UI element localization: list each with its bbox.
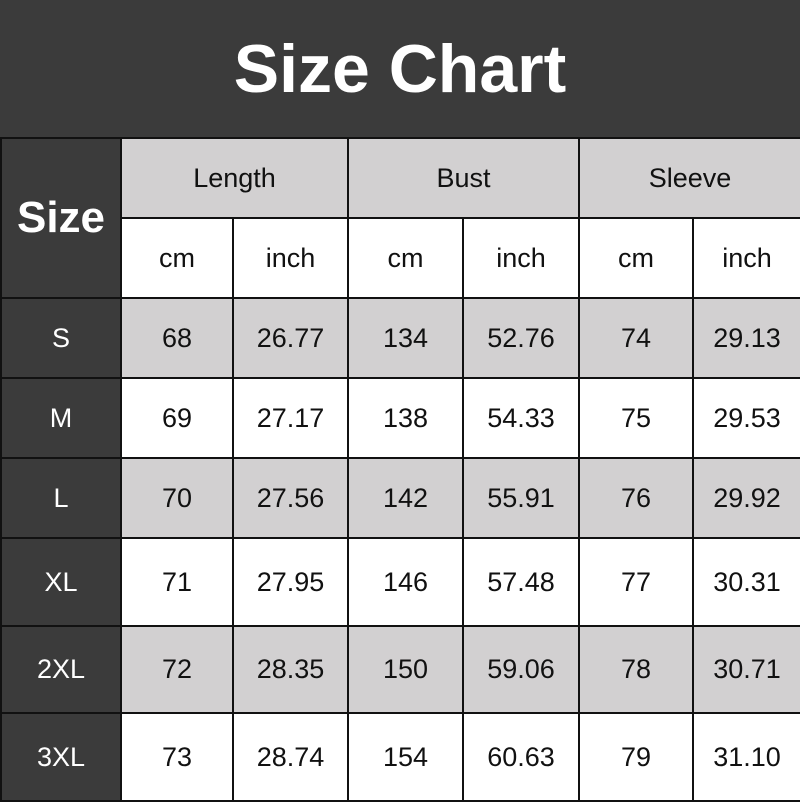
value-cell: 69 [120, 377, 234, 459]
size-label: 3XL [0, 712, 122, 802]
value-cell: 30.31 [692, 537, 800, 627]
value-cell: 52.76 [462, 297, 580, 379]
value-cell: 30.71 [692, 625, 800, 714]
value-cell: 77 [578, 537, 694, 627]
size-label: 2XL [0, 625, 122, 714]
value-cell: 71 [120, 537, 234, 627]
value-cell: 146 [347, 537, 464, 627]
value-cell: 29.92 [692, 457, 800, 539]
value-cell: 26.77 [232, 297, 349, 379]
size-label: XL [0, 537, 122, 627]
unit-header: inch [692, 217, 800, 299]
value-cell: 28.74 [232, 712, 349, 802]
unit-header: cm [347, 217, 464, 299]
value-cell: 57.48 [462, 537, 580, 627]
value-cell: 27.56 [232, 457, 349, 539]
value-cell: 154 [347, 712, 464, 802]
unit-header: inch [462, 217, 580, 299]
value-cell: 73 [120, 712, 234, 802]
value-cell: 55.91 [462, 457, 580, 539]
value-cell: 150 [347, 625, 464, 714]
value-cell: 29.13 [692, 297, 800, 379]
table-row: S 68 26.77 134 52.76 74 29.13 [0, 297, 800, 379]
group-header-length: Length [120, 137, 349, 219]
unit-header: cm [578, 217, 694, 299]
value-cell: 134 [347, 297, 464, 379]
value-cell: 68 [120, 297, 234, 379]
group-header-bust: Bust [347, 137, 580, 219]
value-cell: 76 [578, 457, 694, 539]
value-cell: 78 [578, 625, 694, 714]
value-cell: 27.17 [232, 377, 349, 459]
value-cell: 28.35 [232, 625, 349, 714]
value-cell: 142 [347, 457, 464, 539]
value-cell: 79 [578, 712, 694, 802]
value-cell: 54.33 [462, 377, 580, 459]
value-cell: 59.06 [462, 625, 580, 714]
table-row: 3XL 73 28.74 154 60.63 79 31.10 [0, 712, 800, 802]
size-label: M [0, 377, 122, 459]
table-row: L 70 27.56 142 55.91 76 29.92 [0, 457, 800, 539]
unit-header: inch [232, 217, 349, 299]
value-cell: 74 [578, 297, 694, 379]
group-header-sleeve: Sleeve [578, 137, 800, 219]
size-label: S [0, 297, 122, 379]
table-row: M 69 27.17 138 54.33 75 29.53 [0, 377, 800, 459]
table-row: 2XL 72 28.35 150 59.06 78 30.71 [0, 625, 800, 714]
value-cell: 72 [120, 625, 234, 714]
value-cell: 29.53 [692, 377, 800, 459]
size-column-header: Size [0, 137, 122, 299]
table-row: XL 71 27.95 146 57.48 77 30.31 [0, 537, 800, 627]
value-cell: 138 [347, 377, 464, 459]
size-label: L [0, 457, 122, 539]
value-cell: 75 [578, 377, 694, 459]
chart-title: Size Chart [0, 0, 800, 137]
value-cell: 31.10 [692, 712, 800, 802]
value-cell: 60.63 [462, 712, 580, 802]
size-table: Size Length Bust Sleeve cm inch cm inch cm in… [0, 137, 800, 802]
value-cell: 70 [120, 457, 234, 539]
value-cell: 27.95 [232, 537, 349, 627]
unit-header: cm [120, 217, 234, 299]
